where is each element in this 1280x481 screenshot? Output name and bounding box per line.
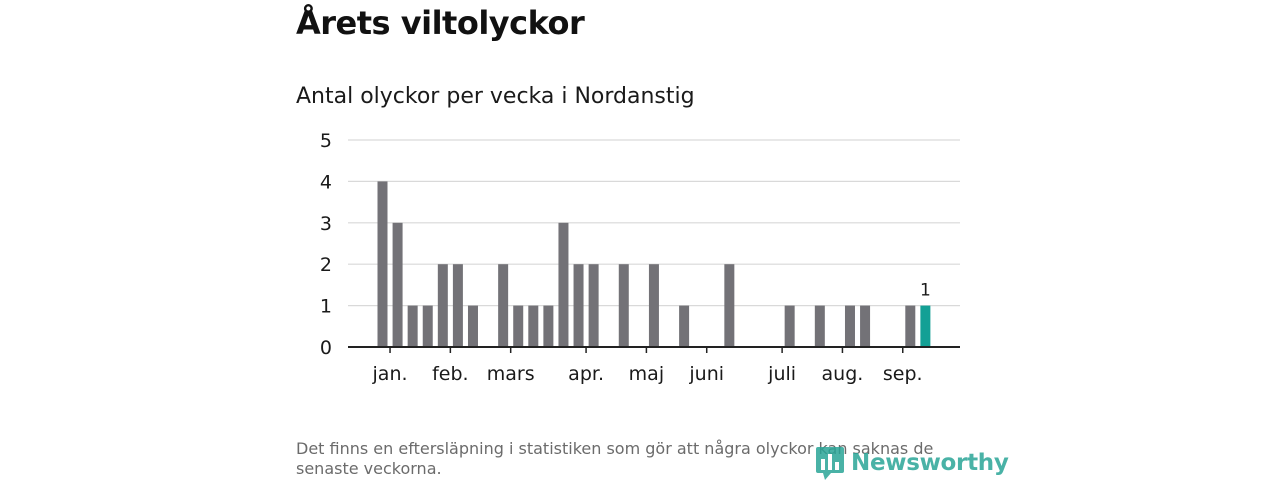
bar bbox=[648, 264, 659, 347]
x-tick-label: juli bbox=[767, 363, 796, 385]
y-tick-label: 4 bbox=[320, 171, 332, 193]
chart-title: Antal olyckor per vecka i Nordanstig bbox=[296, 84, 695, 109]
page-title: Årets viltolyckor bbox=[296, 4, 585, 42]
bar bbox=[724, 264, 735, 347]
bar bbox=[905, 305, 916, 347]
chart-bubble-icon bbox=[816, 447, 844, 480]
x-tick-label: apr. bbox=[568, 363, 604, 385]
bar bbox=[814, 305, 825, 347]
highlighted-bar bbox=[920, 305, 931, 347]
logo-text: Newsworthy bbox=[851, 450, 1009, 476]
x-tick-label: mars bbox=[487, 363, 535, 385]
x-tick-label: juni bbox=[688, 363, 724, 385]
bar bbox=[573, 264, 584, 347]
x-tick-label: sep. bbox=[883, 363, 923, 385]
bar bbox=[498, 264, 509, 347]
bar bbox=[679, 305, 690, 347]
data-label: 1 bbox=[920, 281, 931, 301]
bar bbox=[588, 264, 599, 347]
bar bbox=[377, 181, 388, 347]
bar bbox=[618, 264, 629, 347]
bar bbox=[452, 264, 463, 347]
bar bbox=[528, 305, 539, 347]
footnote: Det finns en eftersläpning i statistiken… bbox=[296, 439, 934, 478]
bar bbox=[784, 305, 795, 347]
bar bbox=[437, 264, 448, 347]
x-tick-label: maj bbox=[629, 363, 664, 385]
bar bbox=[407, 305, 418, 347]
bar bbox=[558, 222, 569, 347]
bar bbox=[467, 305, 478, 347]
bar bbox=[860, 305, 871, 347]
bar bbox=[844, 305, 855, 347]
bar bbox=[392, 222, 403, 347]
bar bbox=[543, 305, 554, 347]
y-axis-ticks: 0 1 2 3 4 5 bbox=[320, 130, 332, 359]
y-tick-label: 2 bbox=[320, 254, 332, 276]
bar bbox=[513, 305, 524, 347]
x-tick-label: jan. bbox=[372, 363, 408, 385]
bar-chart: 0 1 2 3 4 5 1 jan. feb. mars apr. maj juni juli aug.… bbox=[320, 130, 960, 385]
y-tick-label: 0 bbox=[320, 337, 332, 359]
bar bbox=[422, 305, 433, 347]
x-axis-ticks: jan. feb. mars apr. maj juni juli aug. sep. bbox=[372, 347, 923, 385]
y-tick-label: 3 bbox=[320, 213, 332, 235]
x-tick-label: aug. bbox=[822, 363, 864, 385]
x-tick-label: feb. bbox=[432, 363, 468, 385]
y-tick-label: 5 bbox=[320, 130, 332, 152]
newsworthy-logo: Newsworthy bbox=[815, 445, 1009, 481]
bars: 1 bbox=[377, 181, 931, 347]
y-tick-label: 1 bbox=[320, 296, 332, 318]
